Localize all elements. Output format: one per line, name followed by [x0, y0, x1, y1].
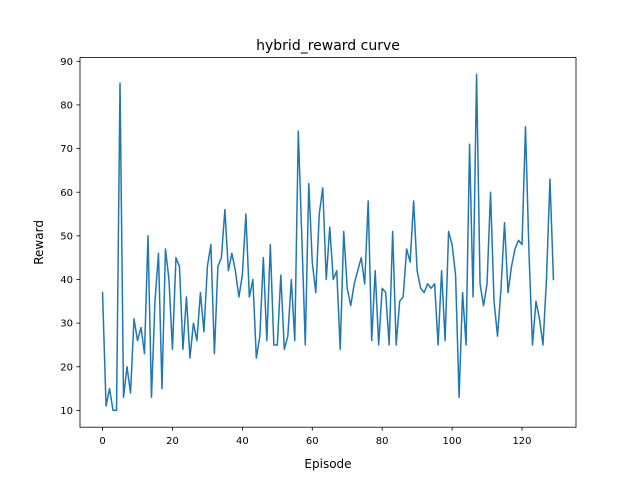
y-tick-label: 70	[60, 144, 73, 155]
chart-title: hybrid_reward curve	[256, 38, 400, 54]
y-tick-label: 30	[60, 319, 73, 330]
plot-frame	[79, 57, 577, 428]
y-tick-label: 20	[60, 362, 73, 373]
y-axis-label: Reward	[32, 220, 46, 265]
y-tick-label: 50	[60, 231, 73, 242]
y-axis: 10 20 30 40 50 60 70 80 90	[60, 57, 80, 417]
plot-area	[101, 73, 555, 412]
x-tick-label: 80	[376, 436, 389, 447]
y-tick-label: 60	[60, 188, 73, 199]
y-tick-label: 10	[60, 406, 73, 417]
x-tick-label: 20	[166, 436, 179, 447]
x-axis-label: Episode	[304, 457, 351, 471]
x-tick-label: 60	[306, 436, 319, 447]
y-tick-label: 40	[60, 275, 73, 286]
y-tick-label: 90	[60, 57, 73, 68]
x-tick-label: 100	[443, 436, 462, 447]
y-tick-label: 80	[60, 101, 73, 112]
x-axis: 0 20 40 60 80 100 120	[99, 427, 532, 447]
series-line-0	[101, 73, 555, 412]
x-tick-label: 0	[99, 436, 105, 447]
x-tick-label: 120	[512, 436, 531, 447]
x-tick-label: 40	[236, 436, 249, 447]
